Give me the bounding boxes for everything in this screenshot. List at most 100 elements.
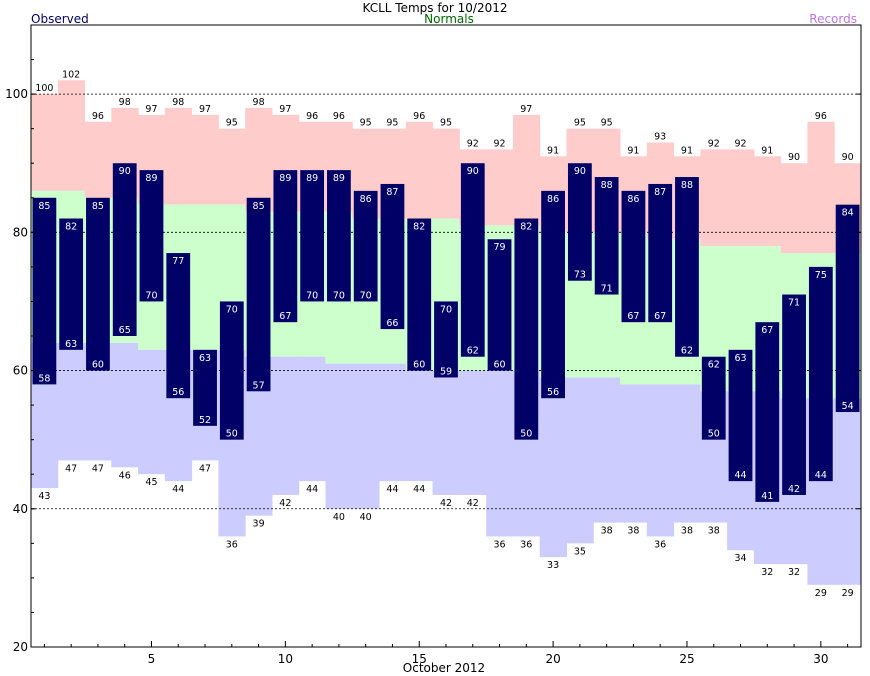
record-high-band — [84, 121, 112, 198]
observed-high-label: 84 — [842, 208, 854, 219]
x-tick-label: 15 — [412, 652, 427, 666]
observed-low-label: 50 — [520, 429, 532, 440]
observed-bar — [675, 177, 699, 357]
record-low-label: 32 — [761, 567, 773, 578]
observed-low-label: 42 — [788, 484, 800, 495]
x-tick-label: 30 — [813, 652, 828, 666]
observed-high-label: 71 — [788, 298, 800, 309]
record-high-band — [486, 149, 514, 226]
record-low-label: 36 — [654, 539, 666, 550]
observed-bar — [514, 218, 539, 440]
observed-high-label: 70 — [440, 304, 452, 315]
observed-high-label: 87 — [386, 187, 398, 198]
record-high-label: 95 — [601, 118, 613, 129]
observed-low-label: 63 — [65, 339, 77, 350]
observed-bar — [434, 301, 458, 378]
record-low-band — [486, 370, 514, 537]
normal-band — [191, 204, 219, 350]
record-low-label: 34 — [734, 553, 746, 564]
record-low-label: 40 — [360, 512, 372, 523]
observed-low-label: 60 — [494, 360, 506, 371]
observed-bar — [808, 266, 833, 482]
observed-low-label: 58 — [38, 373, 50, 384]
record-low-band — [352, 363, 380, 509]
observed-bar — [246, 197, 271, 392]
observed-low-label: 66 — [386, 318, 398, 329]
observed-bar — [219, 301, 244, 440]
record-high-label: 97 — [199, 104, 211, 115]
y-tick-label: 60 — [13, 364, 28, 378]
record-high-band — [807, 121, 835, 254]
record-low-label: 36 — [520, 539, 532, 550]
record-low-band — [566, 377, 594, 544]
observed-high-label: 85 — [38, 201, 50, 212]
observed-bar — [32, 197, 57, 385]
observed-low-label: 57 — [253, 380, 265, 391]
record-high-label: 91 — [547, 145, 559, 156]
observed-bar — [460, 163, 485, 357]
observed-low-label: 70 — [306, 290, 318, 301]
record-high-label: 91 — [761, 145, 773, 156]
observed-low-label: 70 — [360, 290, 372, 301]
x-axis-label: October 2012 — [403, 661, 485, 675]
observed-bar — [621, 190, 646, 323]
observed-low-label: 62 — [681, 346, 693, 357]
record-low-band — [620, 384, 648, 523]
x-tick-label: 20 — [545, 652, 560, 666]
observed-bar — [59, 218, 84, 350]
observed-high-label: 82 — [413, 222, 425, 233]
observed-low-label: 41 — [761, 491, 773, 502]
record-high-label: 91 — [627, 145, 639, 156]
record-high-label: 93 — [654, 131, 666, 142]
record-low-label: 45 — [145, 477, 157, 488]
observed-high-label: 67 — [761, 325, 773, 336]
observed-low-label: 44 — [815, 470, 827, 481]
record-high-label: 95 — [360, 118, 372, 129]
y-tick-label: 100 — [5, 87, 28, 101]
observed-high-label: 63 — [199, 353, 211, 364]
record-low-band — [539, 377, 567, 558]
record-high-label: 98 — [119, 97, 131, 108]
observed-bar — [728, 349, 753, 482]
observed-high-label: 89 — [279, 173, 291, 184]
observed-bar — [300, 170, 325, 302]
observed-low-label: 67 — [279, 311, 291, 322]
record-low-label: 43 — [38, 491, 50, 502]
record-high-label: 96 — [413, 111, 425, 122]
record-high-label: 96 — [92, 111, 104, 122]
record-low-band — [298, 356, 327, 482]
observed-high-label: 70 — [226, 304, 238, 315]
observed-low-label: 44 — [734, 470, 746, 481]
observed-low-label: 52 — [199, 415, 211, 426]
record-high-label: 95 — [440, 118, 452, 129]
observed-low-label: 62 — [467, 346, 479, 357]
legend-normals: Normals — [424, 12, 474, 26]
observed-high-label: 85 — [253, 201, 265, 212]
record-low-band — [111, 342, 139, 468]
record-high-label: 96 — [333, 111, 345, 122]
record-low-band — [138, 349, 166, 475]
observed-bar — [139, 170, 164, 302]
record-low-label: 42 — [467, 498, 479, 509]
record-low-band — [379, 363, 407, 482]
observed-low-label: 50 — [708, 429, 720, 440]
record-low-band — [673, 384, 701, 523]
record-high-band — [245, 107, 273, 212]
observed-low-label: 59 — [440, 366, 452, 377]
record-low-label: 47 — [65, 463, 77, 474]
record-high-band — [432, 128, 460, 219]
record-low-label: 42 — [279, 498, 291, 509]
record-high-label: 95 — [386, 118, 398, 129]
record-high-band — [780, 163, 808, 254]
record-high-label: 91 — [681, 145, 693, 156]
observed-high-label: 90 — [119, 166, 131, 177]
observed-low-label: 70 — [145, 290, 157, 301]
observed-high-label: 79 — [494, 242, 506, 253]
record-low-label: 44 — [172, 484, 184, 495]
record-high-band — [405, 121, 434, 219]
record-low-label: 38 — [681, 526, 693, 537]
record-high-band — [700, 149, 728, 247]
record-high-label: 95 — [574, 118, 586, 129]
record-low-label: 29 — [842, 588, 854, 599]
